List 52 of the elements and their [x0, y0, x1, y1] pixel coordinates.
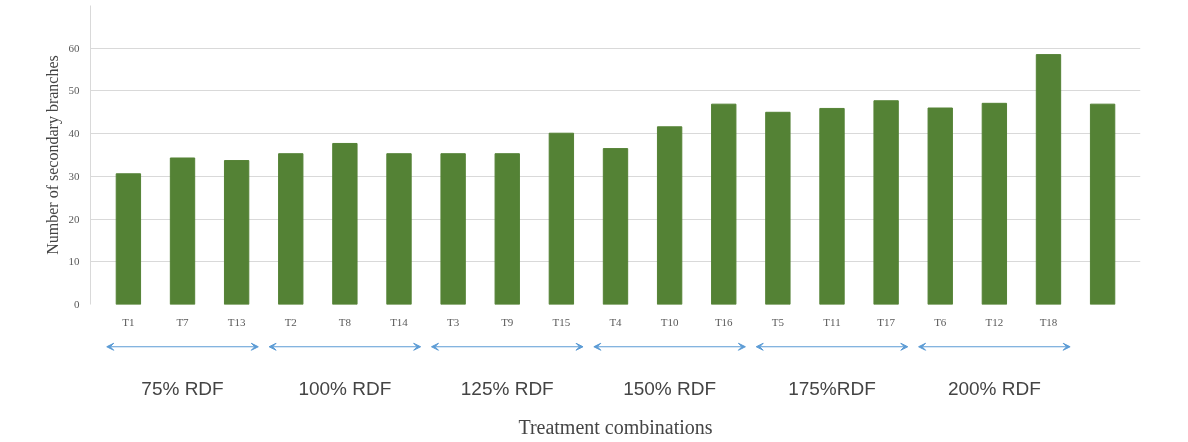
text: 200% RDF — [947, 377, 1041, 399]
x-tick-label: T11 — [823, 315, 841, 328]
x-tick-label: T7 — [176, 315, 190, 328]
bar — [1035, 54, 1062, 305]
bar — [711, 103, 737, 305]
bar — [278, 153, 304, 305]
x-tick-label: T18 — [1039, 315, 1058, 328]
x-tick-label: T2 — [284, 315, 297, 328]
y-tick-label: 30 — [68, 169, 80, 182]
bar — [927, 107, 953, 305]
y-tick-label: 10 — [68, 255, 80, 268]
bar — [981, 102, 1008, 305]
bar — [819, 107, 845, 305]
y-tick-label: 40 — [68, 127, 80, 140]
bar — [440, 153, 466, 305]
x-tick-label: T17 — [877, 315, 896, 328]
y-tick-label: 50 — [68, 84, 80, 97]
x-tick-label: T5 — [771, 315, 785, 328]
x-tick-label: T9 — [501, 315, 514, 328]
text: 125% RDF — [460, 377, 554, 399]
bar — [494, 153, 520, 305]
bar — [765, 111, 791, 305]
bar — [386, 153, 412, 305]
y-axis-title: Number of secondary branches — [43, 55, 62, 255]
x-tick-label: T6 — [934, 315, 947, 328]
x-tick-label: T14 — [390, 315, 409, 328]
x-tick-label: T4 — [609, 315, 623, 328]
x-tick-label: T15 — [552, 315, 571, 328]
text: 75% RDF — [141, 377, 224, 399]
text: 150% RDF — [623, 377, 717, 399]
bar — [332, 142, 358, 305]
bar — [115, 173, 142, 305]
bar — [873, 100, 899, 305]
text: 175%RDF — [788, 377, 876, 399]
x-tick-label: T8 — [338, 315, 352, 328]
bar — [548, 132, 575, 305]
text: 100% RDF — [298, 377, 392, 399]
x-tick-label: T13 — [227, 315, 246, 328]
y-tick-label: 60 — [68, 41, 80, 54]
x-tick-label: T3 — [447, 315, 460, 328]
x-tick-label: T1 — [122, 315, 135, 328]
bar — [223, 160, 250, 305]
bar — [1089, 103, 1116, 305]
x-tick-label: T16 — [714, 315, 734, 328]
y-tick-label: 0 — [74, 298, 80, 310]
x-tick-label: T10 — [660, 315, 679, 328]
bar — [602, 148, 629, 305]
x-axis-title: Treatment combinations — [518, 415, 713, 438]
bar — [169, 157, 196, 305]
bar — [656, 126, 683, 305]
y-tick-label: 20 — [68, 212, 80, 225]
x-tick-label: T12 — [985, 315, 1004, 328]
